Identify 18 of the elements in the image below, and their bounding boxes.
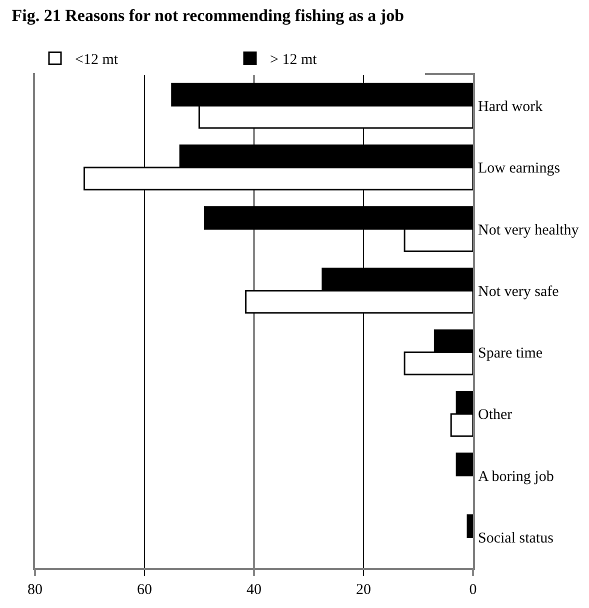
x-tick-label: 20 — [356, 582, 371, 598]
x-tick-label: 40 — [246, 582, 262, 598]
x-tick-label: 80 — [28, 582, 42, 598]
y-tick-label: Not very safe — [478, 284, 560, 300]
chart-title: Fig. 21 Reasons for not recommending fishing as a job — [12, 6, 404, 26]
y-tick-label: Low earnings — [478, 160, 560, 177]
legend-label: <12 mt — [75, 52, 119, 68]
y-tick-label: Hard work — [478, 99, 544, 116]
legend-label: > 12 mt — [270, 52, 318, 68]
x-tick-label: 60 — [137, 582, 152, 598]
y-tick-label: Other — [478, 407, 512, 424]
y-tick-label: A boring job — [478, 468, 554, 485]
x-tick-label: 0 — [469, 582, 477, 598]
bar — [456, 452, 473, 476]
bar — [466, 514, 473, 538]
y-tick-label: Social status — [478, 530, 554, 546]
y-tick-label: Not very healthy — [478, 222, 580, 238]
y-tick-label: Spare time — [478, 346, 543, 362]
